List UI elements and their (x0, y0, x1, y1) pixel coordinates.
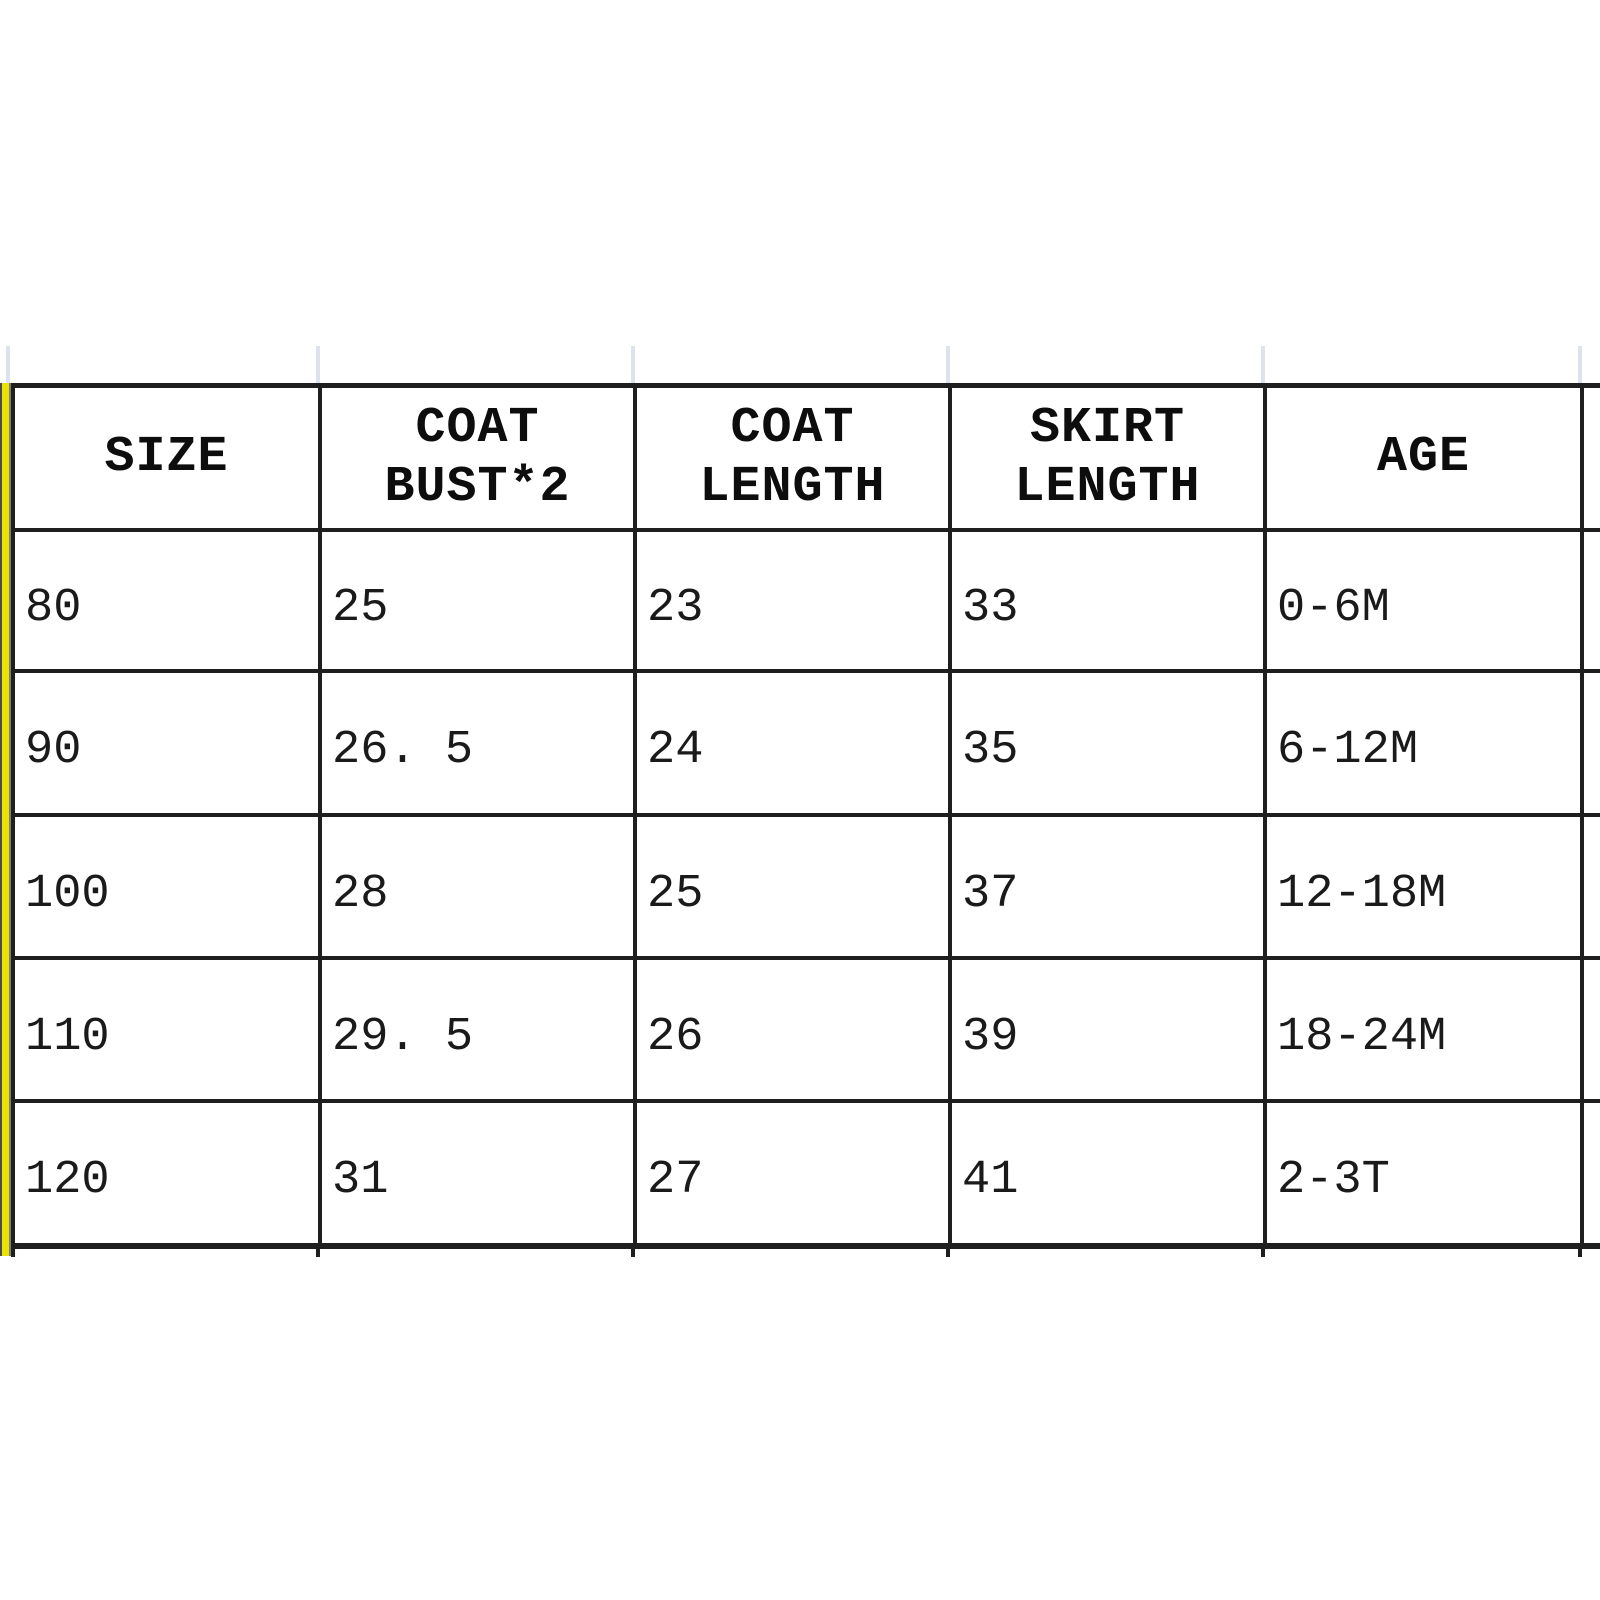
cell-age: 0-6M (1263, 527, 1584, 673)
cell-coat-bust: 26. 5 (318, 668, 637, 817)
table-row: 120 31 27 41 2-3T (11, 1098, 1600, 1248)
cell-empty (1580, 1098, 1600, 1248)
cell-empty (1580, 812, 1600, 960)
header-age: AGE (1263, 383, 1584, 532)
column-border-stub (11, 1243, 15, 1257)
cell-size: 120 (11, 1098, 322, 1248)
cell-coat-length: 26 (633, 955, 952, 1103)
table-row: 110 29. 5 26 39 18-24M (11, 955, 1600, 1103)
sheet-gridline (6, 346, 10, 383)
cell-size: 80 (11, 527, 322, 673)
cell-skirt-length: 37 (948, 812, 1267, 960)
column-border-stub (316, 1243, 320, 1257)
cell-coat-bust: 29. 5 (318, 955, 637, 1103)
cell-coat-bust: 28 (318, 812, 637, 960)
column-border-stub (631, 1243, 635, 1257)
column-border-stub (946, 1243, 950, 1257)
header-size: SIZE (11, 383, 322, 532)
cell-age: 12-18M (1263, 812, 1584, 960)
cell-skirt-length: 39 (948, 955, 1267, 1103)
cell-skirt-length: 35 (948, 668, 1267, 817)
sheet-gridline (631, 346, 635, 383)
cell-age: 18-24M (1263, 955, 1584, 1103)
cell-coat-length: 23 (633, 527, 952, 673)
cell-skirt-length: 33 (948, 527, 1267, 673)
cell-coat-bust: 25 (318, 527, 637, 673)
column-border-stub (1578, 1243, 1582, 1257)
table-row: 90 26. 5 24 35 6-12M (11, 668, 1600, 817)
size-chart-table: SIZE COAT BUST*2 COAT LENGTH SKIRT LENGT… (11, 383, 1600, 1249)
yellow-highlight-strip (0, 383, 11, 1256)
cell-size: 100 (11, 812, 322, 960)
sheet-gridline (316, 346, 320, 383)
header-empty (1580, 383, 1600, 532)
cell-skirt-length: 41 (948, 1098, 1267, 1248)
sheet-gridline (946, 346, 950, 383)
cell-coat-length: 24 (633, 668, 952, 817)
cell-age: 6-12M (1263, 668, 1584, 817)
cell-coat-bust: 31 (318, 1098, 637, 1248)
cell-coat-length: 27 (633, 1098, 952, 1248)
cell-coat-length: 25 (633, 812, 952, 960)
header-coat-length: COAT LENGTH (633, 383, 952, 532)
cell-empty (1580, 527, 1600, 673)
cell-empty (1580, 668, 1600, 817)
cell-age: 2-3T (1263, 1098, 1584, 1248)
header-skirt-length: SKIRT LENGTH (948, 383, 1267, 532)
table-row: 100 28 25 37 12-18M (11, 812, 1600, 960)
cell-size: 110 (11, 955, 322, 1103)
sheet-gridline (1578, 346, 1582, 383)
sheet-gridline (1261, 346, 1265, 383)
cell-empty (1580, 955, 1600, 1103)
table-header-row: SIZE COAT BUST*2 COAT LENGTH SKIRT LENGT… (11, 383, 1600, 532)
cell-size: 90 (11, 668, 322, 817)
table-row: 80 25 23 33 0-6M (11, 527, 1600, 673)
header-coat-bust: COAT BUST*2 (318, 383, 637, 532)
column-border-stub (1261, 1243, 1265, 1257)
